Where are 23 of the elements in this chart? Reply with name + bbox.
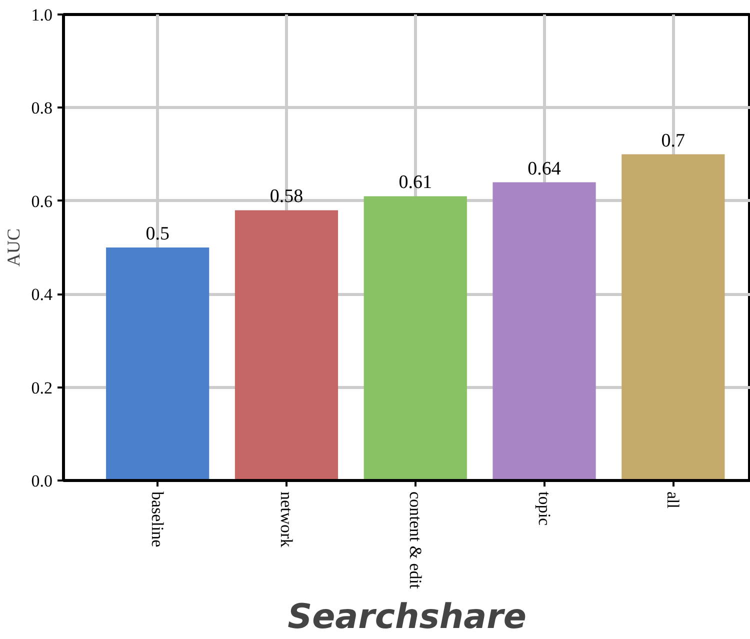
y-tick-label: 0.4 [31,285,53,304]
x-tick-label: topic [534,492,554,526]
data-label: 0.58 [270,186,304,208]
data-label: 0.64 [528,158,562,180]
data-label: 0.5 [146,224,170,244]
x-tick-label: all [664,492,683,509]
x-tick-label: baseline [148,492,168,548]
y-axis-title: AUC [3,228,24,266]
data-label: 0.61 [398,172,432,194]
y-tick-label: 0.2 [31,378,52,398]
bar [364,196,467,480]
x-axis-title: Searchshare [288,596,526,637]
y-tick-label: 0.8 [31,98,52,118]
y-tick-label: 1.0 [31,6,52,24]
bar [622,154,725,480]
y-tick-label: 0.6 [31,192,52,211]
data-label: 0.7 [661,130,686,152]
bar [234,210,338,480]
x-tick-label: content & edit [406,492,425,590]
x-tick-label: network [276,492,296,548]
bar [106,248,210,480]
y-tick-label: 0.0 [31,472,52,490]
bar [492,182,596,480]
